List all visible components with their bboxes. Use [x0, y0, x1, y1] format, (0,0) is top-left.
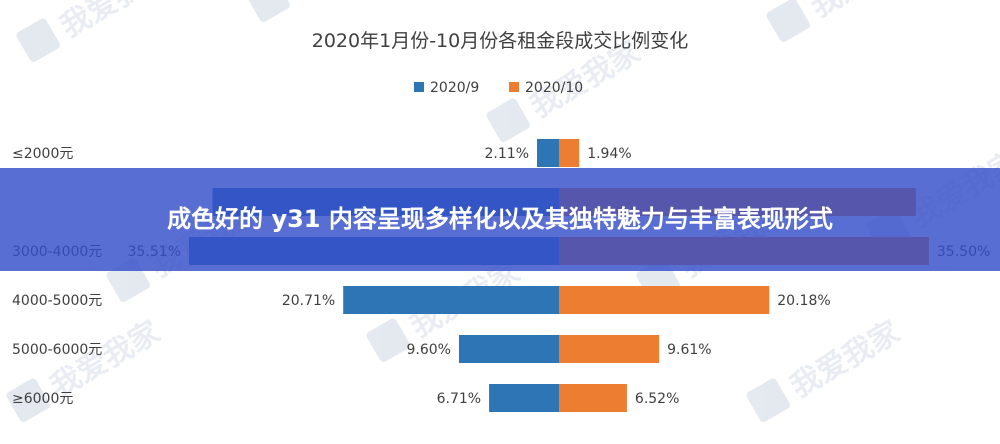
bar-2020-10: [559, 384, 627, 412]
value-label-2020-9: 9.60%: [406, 342, 450, 358]
value-label-2020-9: 20.71%: [282, 293, 335, 309]
house-logo-icon: [366, 318, 410, 362]
legend-swatch: [414, 82, 424, 92]
watermark: 我爱我家: [6, 315, 166, 422]
value-label-2020-10: 20.18%: [777, 293, 830, 309]
watermark: 我爱我家: [746, 315, 906, 422]
value-label-2020-10: 9.61%: [667, 342, 711, 358]
watermark-text: 我爱我家: [285, 0, 406, 5]
watermark-text: 我爱我家: [805, 0, 926, 25]
house-logo-icon: [766, 0, 810, 42]
house-logo-icon: [6, 378, 50, 422]
bar-2020-10: [559, 286, 770, 314]
value-label-2020-9: 2.11%: [485, 146, 529, 162]
watermark: 我爱我家: [16, 0, 176, 62]
chart-title: 2020年1月份-10月份各租金段成交比例变化: [312, 30, 688, 52]
value-label-2020-10: 1.94%: [587, 146, 631, 162]
watermark: 我爱我家: [766, 0, 926, 42]
legend-swatch: [509, 82, 519, 92]
house-logo-icon: [246, 0, 290, 22]
legend-label: 2020/9: [430, 80, 479, 96]
house-logo-icon: [746, 378, 790, 422]
category-label: ≤2000元: [12, 146, 73, 162]
watermark-text: 我爱我家: [785, 315, 906, 405]
bar-2020-9: [489, 384, 559, 412]
bar-2020-9: [458, 335, 559, 363]
legend: 2020/9 2020/10: [414, 80, 583, 96]
bar-2020-9: [343, 286, 559, 314]
category-label: 5000-6000元: [12, 342, 102, 358]
value-label-2020-9: 6.71%: [437, 391, 481, 407]
bar-2020-10: [559, 139, 580, 167]
watermark-text: 我爱我家: [55, 0, 176, 45]
bar-2020-9: [537, 139, 559, 167]
value-label-2020-10: 6.52%: [635, 391, 679, 407]
category-label: ≥6000元: [12, 391, 73, 407]
bar-2020-10: [559, 335, 660, 363]
category-label: 4000-5000元: [12, 293, 102, 309]
house-logo-icon: [486, 98, 530, 142]
overlay-text: 成色好的 y31 内容呈现多样化以及其独特魅力与丰富表现形式: [167, 205, 833, 233]
legend-label: 2020/10: [525, 80, 583, 96]
watermark: 我爱我家: [246, 0, 406, 22]
house-logo-icon: [16, 18, 60, 62]
overlay-banner: 成色好的 y31 内容呈现多样化以及其独特魅力与丰富表现形式: [0, 168, 1000, 271]
